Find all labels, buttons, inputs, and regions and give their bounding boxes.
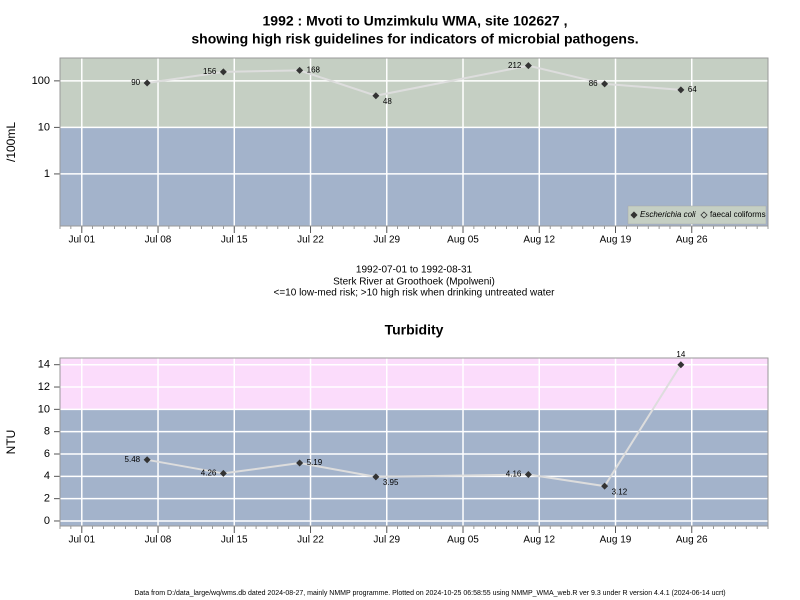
data-point (143, 79, 151, 87)
y-tick-label: 1 (44, 168, 50, 180)
data-label: 86 (589, 79, 598, 88)
x-tick-label: Jul 15 (221, 535, 248, 546)
data-point (677, 86, 685, 94)
plot-border (59, 357, 769, 527)
x-tick-label: Jul 01 (68, 535, 95, 546)
y-tick-label: 12 (38, 381, 50, 393)
data-label: 4.16 (506, 470, 522, 479)
x-tick-label: Jul 29 (373, 235, 400, 246)
data-label: 14 (676, 350, 685, 359)
data-point (219, 469, 227, 477)
x-tick-label: Jul 08 (145, 235, 172, 246)
data-point (296, 66, 304, 74)
chart-title: showing high risk guidelines for indicat… (191, 31, 638, 47)
data-label: 3.12 (612, 487, 628, 496)
data-point (601, 80, 609, 88)
data-point (601, 482, 609, 490)
caption: Sterk River at Groothoek (Mpolweni) (333, 277, 495, 288)
x-tick-label: Jul 22 (297, 235, 324, 246)
data-point (677, 361, 685, 369)
data-label: 64 (688, 85, 697, 94)
data-point (143, 456, 151, 464)
x-tick-label: Jul 01 (68, 235, 95, 246)
data-point (524, 62, 532, 70)
data-point (296, 459, 304, 467)
y-tick-label: 10 (38, 121, 50, 133)
x-tick-label: Aug 05 (447, 235, 479, 246)
high-risk-band (60, 58, 768, 128)
x-tick-label: Jul 22 (297, 535, 324, 546)
x-tick-label: Aug 26 (676, 235, 708, 246)
data-label: 5.48 (125, 455, 141, 464)
y-tick-label: 10 (38, 403, 50, 415)
x-tick-label: Jul 29 (373, 535, 400, 546)
legend-label: faecal coliforms (710, 210, 766, 219)
data-label: 212 (508, 61, 522, 70)
legend-label: Escherichia coli (640, 210, 696, 219)
y-tick-label: 2 (44, 493, 50, 505)
data-point (219, 68, 227, 76)
caption: 1992-07-01 to 1992-08-31 (356, 265, 473, 276)
x-tick-label: Jul 08 (145, 535, 172, 546)
x-tick-label: Jul 15 (221, 235, 248, 246)
legend-marker (700, 211, 708, 219)
chart-title: 1992 : Mvoti to Umzimkulu WMA, site 1026… (263, 13, 568, 29)
high-risk-band (60, 358, 768, 410)
x-tick-label: Aug 19 (600, 235, 632, 246)
y-tick-label: 100 (32, 75, 50, 87)
data-point (372, 92, 380, 100)
x-tick-label: Aug 26 (676, 535, 708, 546)
y-tick-label: 4 (44, 470, 50, 482)
caption: <=10 low-med risk; >10 high risk when dr… (274, 288, 556, 299)
data-label: 5.19 (307, 458, 323, 467)
chart-title: Turbidity (385, 322, 444, 338)
data-label: 3.95 (383, 478, 399, 487)
data-label: 4.26 (201, 469, 217, 478)
y-tick-label: 6 (44, 448, 50, 460)
data-point (372, 473, 380, 481)
x-tick-label: Aug 19 (600, 535, 632, 546)
x-tick-label: Aug 12 (523, 235, 555, 246)
x-tick-label: Aug 05 (447, 535, 479, 546)
data-label: 90 (131, 78, 140, 87)
footer: Data from D:/data_large/wq/wms.db dated … (134, 590, 725, 597)
y-tick-label: 14 (38, 359, 50, 371)
legend-box (627, 205, 767, 225)
data-label: 168 (307, 65, 321, 74)
data-point (524, 471, 532, 479)
y-tick-label: 0 (44, 515, 50, 527)
legend-marker (630, 211, 638, 219)
x-tick-label: Aug 12 (523, 535, 555, 546)
data-label: 48 (383, 97, 392, 106)
y-tick-label: 8 (44, 426, 50, 438)
data-label: 156 (203, 67, 217, 76)
y-axis-label: /100mL (4, 122, 18, 162)
plot-border (59, 57, 769, 227)
y-axis-label: NTU (4, 430, 18, 455)
